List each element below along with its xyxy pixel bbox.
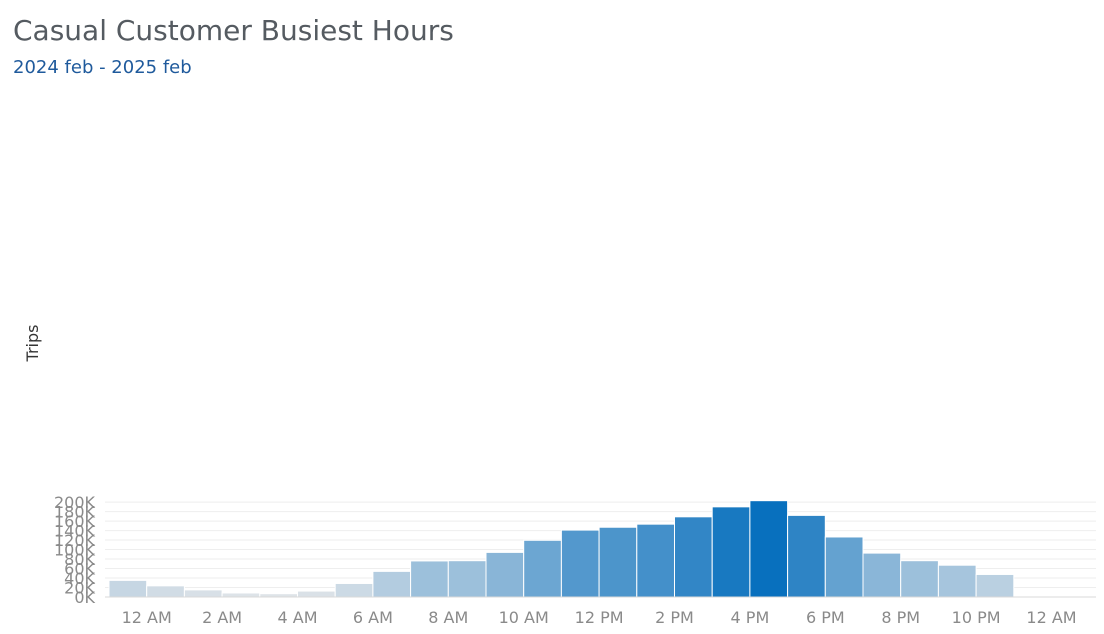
bars [108,500,1015,598]
y-tick-label: 20K [64,579,95,598]
y-tick-label: 80K [64,550,95,569]
bar-hour-13 [598,526,638,598]
x-tick-label: 12 PM [575,608,624,627]
x-tick-label: 4 PM [731,608,770,627]
bar-hour-5 [297,590,336,598]
bar-hour-16 [711,506,751,598]
x-tick-label: 8 AM [428,608,468,627]
y-tick-label: 180K [54,503,96,522]
chart-subtitle: 2024 feb - 2025 feb [13,57,192,78]
bar-hour-10 [485,551,525,598]
bar-hour-7 [372,570,412,598]
bar-hour-1 [146,585,185,598]
bar-hour-8 [410,560,449,598]
x-tick-label: 4 AM [277,608,317,627]
x-axis-ticks: 12 AM 2 AM 4 AM 6 AM 8 AM 10 AM 12 PM 2 PM 4 PM 6… [122,608,1077,627]
bar-hour-22 [937,564,977,598]
x-tick-label: 6 AM [353,608,393,627]
y-tick-label: 100K [54,541,96,560]
bar-hour-15 [674,516,713,598]
bar-hour-14 [636,523,675,598]
y-tick-label: 160K [54,512,96,531]
bar-hour-9 [447,560,487,598]
x-tick-label: 2 PM [655,608,694,627]
x-tick-label: 12 AM [1026,608,1076,627]
x-tick-label: 10 AM [499,608,549,627]
bar-hour-3 [221,592,261,598]
chart-title: Casual Customer Busiest Hours [13,14,454,47]
bar-hour-2 [183,589,223,598]
bar-hour-18 [787,514,826,598]
bar-hour-20 [862,552,902,598]
x-tick-label: 6 PM [806,608,845,627]
y-tick-label: 200K [54,493,96,512]
y-tick-label: 120K [54,531,96,550]
y-axis-label: Trips [23,325,42,363]
bar-hour-17 [749,500,789,598]
y-tick-label: 40K [64,569,95,588]
bar-hour-6 [334,582,374,598]
bar-hour-11 [523,539,562,598]
x-tick-label: 2 AM [202,608,242,627]
y-tick-label: 140K [54,522,96,541]
bar-hour-23 [975,573,1015,598]
x-tick-label: 10 PM [952,608,1001,627]
bar-hour-0 [108,579,148,598]
bar-hour-21 [900,560,939,598]
bar-hour-19 [824,536,864,598]
bar-hour-12 [560,529,600,598]
y-tick-label: 0K [74,588,95,607]
x-tick-label: 12 AM [122,608,172,627]
x-tick-label: 8 PM [881,608,920,627]
y-tick-label: 60K [64,560,95,579]
